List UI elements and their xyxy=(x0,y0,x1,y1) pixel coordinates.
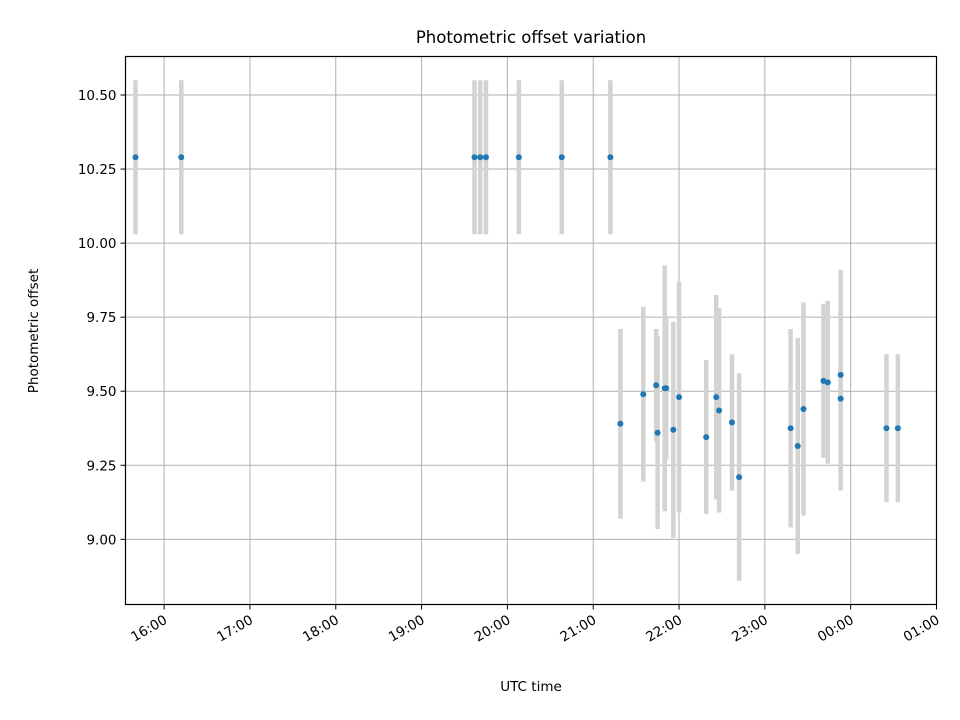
x-axis-label: UTC time xyxy=(500,679,562,695)
data-point xyxy=(617,420,624,427)
data-point xyxy=(894,425,901,432)
data-point xyxy=(837,395,844,402)
data-point xyxy=(607,154,614,161)
data-point xyxy=(663,385,670,392)
data-point xyxy=(736,474,743,481)
data-points xyxy=(132,154,901,481)
y-tick-label: 10.25 xyxy=(78,162,117,178)
data-point xyxy=(824,379,831,386)
data-point xyxy=(178,154,185,161)
data-point xyxy=(640,391,647,398)
data-point xyxy=(716,407,723,414)
data-point xyxy=(883,425,890,432)
data-point xyxy=(676,394,683,401)
y-axis-label: Photometric offset xyxy=(26,269,42,393)
y-tick-label: 9.00 xyxy=(86,532,116,548)
data-point xyxy=(728,419,735,426)
data-point xyxy=(800,405,807,412)
data-point xyxy=(794,443,801,450)
data-point xyxy=(477,154,484,161)
y-tick-label: 10.00 xyxy=(78,236,117,252)
y-tick-label: 9.50 xyxy=(86,384,116,400)
data-point xyxy=(471,154,478,161)
plot-area-frame xyxy=(124,55,938,606)
data-point xyxy=(713,394,720,401)
data-point xyxy=(654,429,661,436)
data-point xyxy=(837,371,844,378)
data-point xyxy=(515,154,522,161)
chart-title: Photometric offset variation xyxy=(416,28,646,47)
data-point xyxy=(558,154,565,161)
y-tick-label: 9.25 xyxy=(86,458,116,474)
data-point xyxy=(703,434,710,441)
data-point xyxy=(787,425,794,432)
data-point xyxy=(132,154,139,161)
y-tick-label: 9.75 xyxy=(86,310,116,326)
data-point xyxy=(653,382,660,389)
y-tick-label: 10.50 xyxy=(78,88,117,104)
data-point xyxy=(482,154,489,161)
data-point xyxy=(670,426,677,433)
